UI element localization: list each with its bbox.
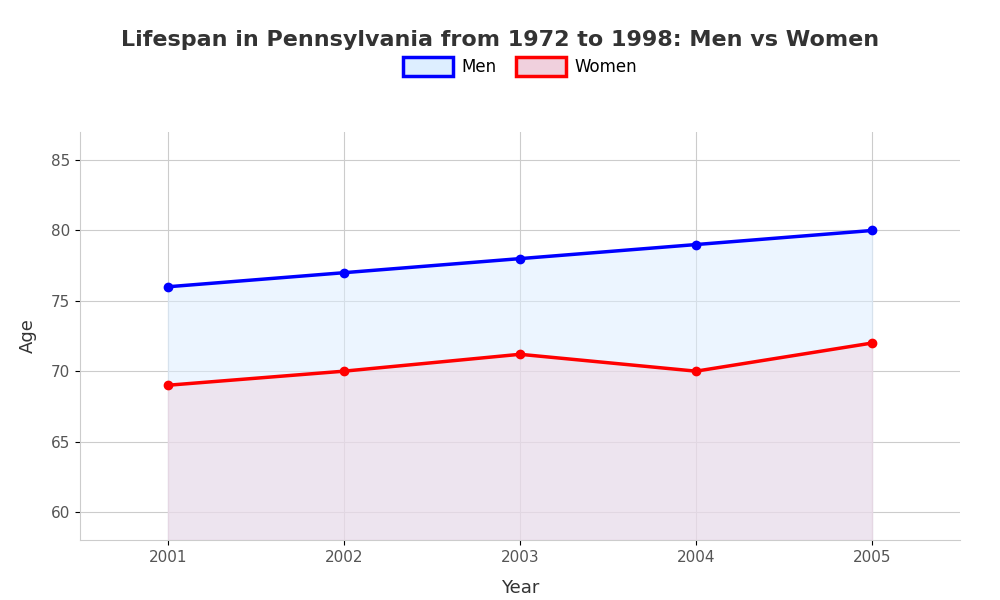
Legend: Men, Women: Men, Women <box>396 50 644 83</box>
Y-axis label: Age: Age <box>19 319 37 353</box>
X-axis label: Year: Year <box>501 578 539 596</box>
Text: Lifespan in Pennsylvania from 1972 to 1998: Men vs Women: Lifespan in Pennsylvania from 1972 to 19… <box>121 30 879 50</box>
